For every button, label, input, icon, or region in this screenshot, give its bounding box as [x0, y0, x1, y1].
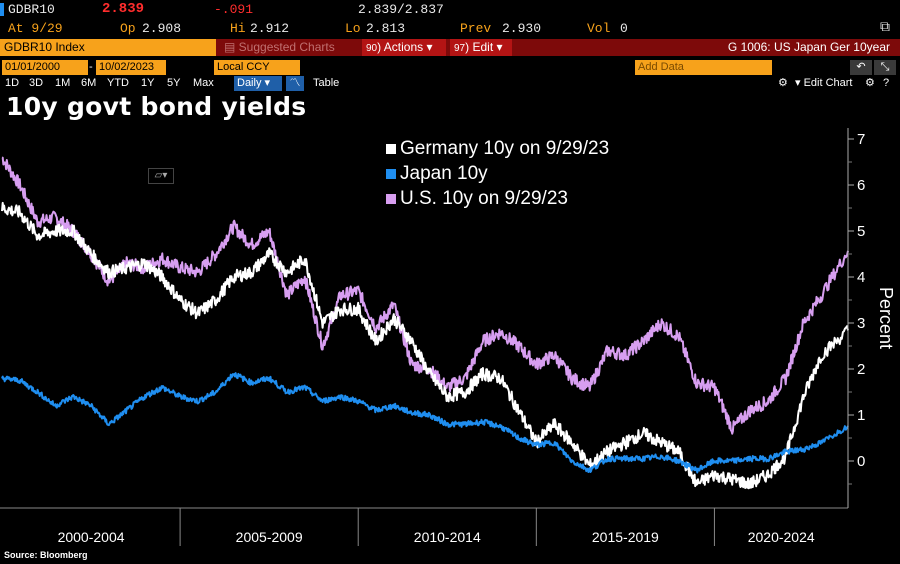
help-icon[interactable]: ?: [883, 77, 890, 89]
legend-item-germany[interactable]: Germany 10y on 9/29/23: [386, 138, 609, 160]
period-button-1d[interactable]: 1D: [5, 77, 20, 89]
y-tick-label: 5: [857, 223, 865, 240]
frequency-select[interactable]: Daily ▾: [234, 76, 282, 91]
chevron-down-icon: ▾: [496, 40, 503, 54]
ticker-marker: [0, 3, 4, 16]
legend-label-us: U.S. 10y on 9/29/23: [400, 188, 568, 209]
period-button-5y[interactable]: 5Y: [167, 77, 181, 89]
popout-icon[interactable]: ⧉: [880, 20, 890, 36]
ticker-symbol[interactable]: GDBR10: [8, 2, 55, 17]
actions-menu[interactable]: 90) Actions ▾: [362, 39, 446, 56]
actions-label: Actions: [383, 40, 424, 54]
bid-ask: 2.839/2.837: [358, 2, 444, 17]
period-button-1m[interactable]: 1M: [55, 77, 71, 89]
prev-value: 2.930: [502, 21, 542, 36]
legend-label-germany: Germany 10y on 9/29/23: [400, 138, 610, 159]
table-button[interactable]: Table: [313, 77, 340, 89]
x-tick-label: 2000-2004: [58, 529, 125, 545]
edit-menu[interactable]: 97) Edit ▾: [450, 39, 512, 56]
legend-label-japan: Japan 10y: [400, 163, 488, 184]
suggested-charts-button[interactable]: ▤ Suggested Charts: [220, 39, 358, 56]
chart-view-icon[interactable]: 〽: [286, 76, 304, 91]
legend-swatch-japan: [386, 168, 396, 179]
security-label: GDBR10 Index: [4, 40, 85, 54]
legend-swatch-us: [386, 193, 396, 204]
currency-select[interactable]: Local CCY: [214, 60, 300, 75]
x-tick-label: 2015-2019: [592, 529, 659, 545]
start-date-input[interactable]: 01/01/2000: [2, 60, 88, 75]
add-data-input[interactable]: Add Data: [635, 60, 772, 75]
undo-icon[interactable]: ↶: [850, 60, 872, 75]
vol-value: 0: [620, 21, 628, 36]
series-line-germany: [1, 201, 849, 490]
series-line-japan: [1, 372, 849, 474]
edit-chart-label: Edit Chart: [803, 77, 853, 89]
range-bar: 01/01/2000 - 10/02/2023 Local CCY Add Da…: [0, 60, 900, 75]
chart-legend: Germany 10y on 9/29/23 Japan 10y U.S. 10…: [380, 132, 656, 214]
chevron-down-icon: ▾: [264, 77, 271, 89]
y-tick-label: 7: [857, 131, 865, 148]
low-value: 2.813: [366, 21, 406, 36]
period-button-max[interactable]: Max: [193, 77, 214, 89]
chart-title: 10y govt bond yields: [6, 92, 307, 121]
chevron-down-icon: ▾: [426, 40, 433, 54]
edit-number: 97: [454, 43, 466, 54]
period-button-3d[interactable]: 3D: [29, 77, 44, 89]
price-change: -.091: [214, 2, 254, 17]
open-label: Op: [120, 21, 136, 36]
frequency-label: Daily: [237, 77, 262, 89]
source-note: Source: Bloomberg: [4, 550, 88, 560]
period-button-1y[interactable]: 1Y: [141, 77, 155, 89]
y-tick-label: 4: [857, 269, 865, 286]
legend-item-japan[interactable]: Japan 10y: [386, 163, 488, 185]
high-value: 2.912: [250, 21, 290, 36]
open-value: 2.908: [142, 21, 182, 36]
quote-bar: GDBR10 2.839 -.091 2.839/2.837: [0, 0, 900, 19]
legend-item-us[interactable]: U.S. 10y on 9/29/23: [386, 188, 568, 210]
currency-label: Local CCY: [217, 61, 270, 73]
chart-name: G 1006: US Japan Ger 10year: [727, 40, 890, 54]
y-tick-label: 3: [857, 315, 865, 332]
edit-label: Edit: [472, 40, 494, 54]
actions-number: 90: [366, 43, 378, 54]
legend-swatch-germany: [386, 143, 396, 154]
y-tick-label: 6: [857, 177, 865, 194]
period-bar: 1D 3D 1M 6M YTD 1Y 5Y Max Daily ▾ 〽 Table ⚙ ▾ E…: [0, 76, 900, 91]
end-date-input[interactable]: 10/02/2023: [96, 60, 166, 75]
x-tick-label: 2010-2014: [414, 529, 481, 545]
chart-type-toggle[interactable]: ▱▾: [148, 168, 174, 184]
at-date: At 9/29: [8, 21, 63, 36]
edit-chart-button[interactable]: ▾ Edit Chart: [792, 76, 856, 91]
y-tick-label: 0: [857, 453, 865, 470]
suggested-charts-icon: ▤: [224, 40, 239, 54]
y-tick-label: 2: [857, 361, 865, 378]
zoom-out-icon[interactable]: ⤡: [874, 60, 896, 75]
suggested-charts-label: Suggested Charts: [238, 40, 335, 54]
date-separator: -: [89, 61, 93, 73]
gear-icon[interactable]: ⚙: [865, 77, 875, 89]
y-axis-label: Percent: [876, 287, 896, 349]
last-price: 2.839: [102, 1, 145, 17]
period-button-6m[interactable]: 6M: [81, 77, 97, 89]
chevron-down-icon: ▾: [795, 77, 804, 89]
high-label: Hi: [230, 21, 246, 36]
vol-label: Vol: [587, 21, 611, 36]
x-tick-label: 2005-2009: [236, 529, 303, 545]
settings-icon[interactable]: ⚙: [778, 77, 788, 89]
low-label: Lo: [345, 21, 361, 36]
y-tick-label: 1: [857, 407, 865, 424]
menu-bar: GDBR10 Index ▤ Suggested Charts 90) Acti…: [0, 39, 900, 56]
period-button-ytd[interactable]: YTD: [107, 77, 129, 89]
stats-bar: At 9/29 Op 2.908 Hi 2.912 Lo 2.813 Prev …: [0, 19, 900, 38]
x-tick-label: 2020-2024: [748, 529, 815, 545]
security-field[interactable]: GDBR10 Index: [0, 39, 216, 56]
prev-label: Prev: [460, 21, 492, 36]
